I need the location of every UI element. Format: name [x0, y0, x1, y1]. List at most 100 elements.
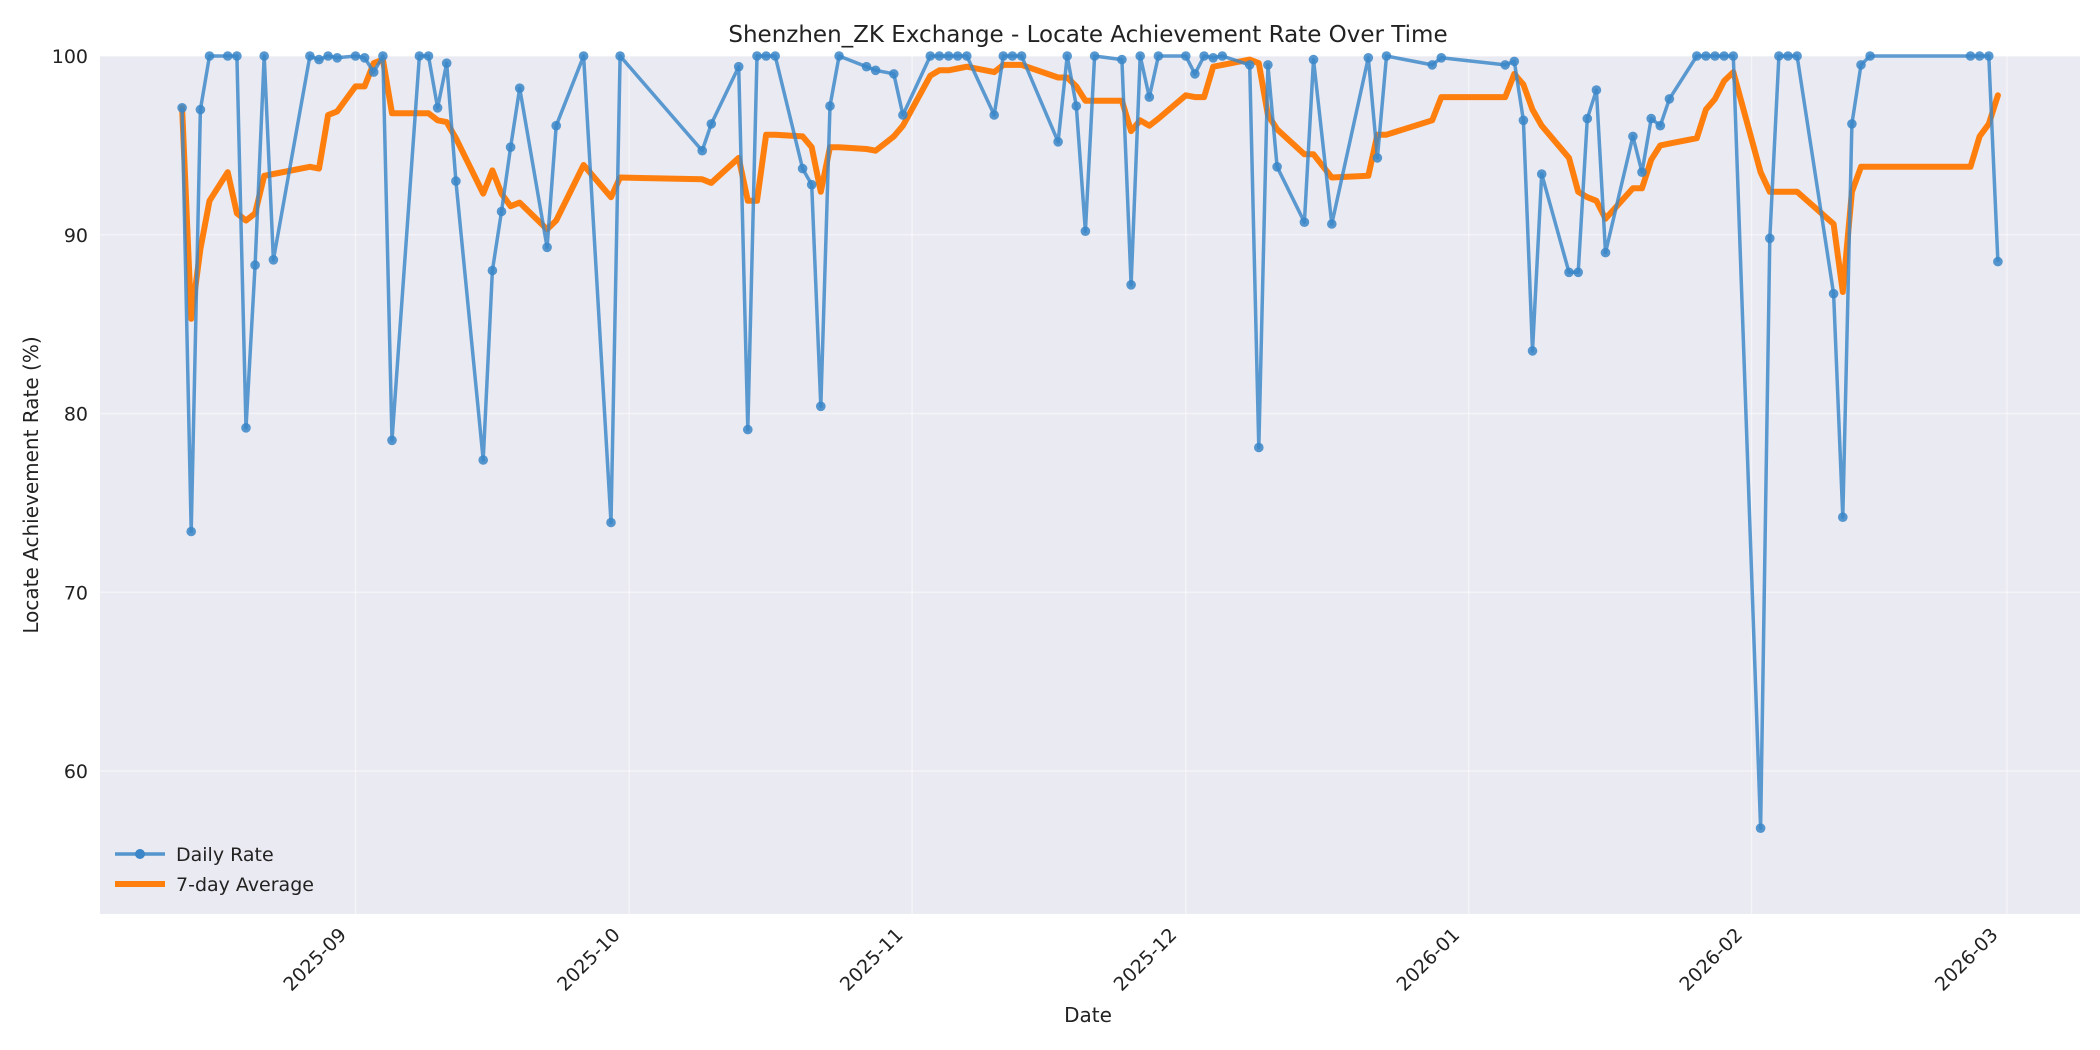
daily-rate-point	[505, 142, 516, 152]
daily-rate-point	[1646, 113, 1656, 124]
daily-rate-point	[1765, 233, 1775, 244]
daily-rate-point	[542, 242, 552, 253]
daily-rate-point	[1254, 442, 1264, 453]
daily-rate-point	[1117, 54, 1127, 65]
plot-area	[100, 56, 2080, 914]
legend-daily-marker	[135, 849, 145, 859]
daily-rate-point	[368, 67, 379, 77]
y-tick-label: 60	[64, 761, 88, 783]
daily-rate-point	[1062, 51, 1072, 61]
daily-rate-point	[1327, 219, 1337, 229]
daily-rate-point	[305, 51, 315, 61]
daily-rate-point	[478, 455, 489, 465]
daily-rate-point	[1719, 51, 1729, 61]
legend-average-label: 7-day Average	[176, 874, 314, 896]
daily-rate-point	[514, 83, 525, 93]
daily-rate-point	[925, 51, 936, 61]
daily-rate-point	[1564, 267, 1574, 278]
daily-rate-point	[1838, 512, 1848, 522]
daily-rate-point	[1080, 226, 1091, 236]
daily-rate-point	[998, 51, 1009, 61]
daily-rate-point	[1701, 51, 1711, 61]
x-tick-label: 2026-02	[1675, 924, 1747, 996]
daily-rate-point	[1774, 51, 1784, 61]
daily-rate-point	[1865, 51, 1875, 61]
daily-rate-point	[1664, 94, 1675, 104]
y-tick-label: 80	[64, 404, 88, 426]
daily-rate-point	[359, 53, 370, 63]
daily-rate-point	[177, 103, 187, 113]
daily-rate-point	[268, 254, 279, 265]
daily-rate-point	[551, 120, 561, 131]
daily-rate-point	[423, 51, 434, 61]
daily-rate-point	[1828, 288, 1839, 299]
daily-rate-point	[1536, 169, 1547, 179]
daily-rate-point	[222, 51, 233, 61]
daily-rate-point	[1381, 51, 1392, 61]
daily-rate-point	[323, 51, 333, 61]
daily-rate-point	[332, 53, 343, 63]
daily-rate-point	[1363, 53, 1374, 63]
daily-rate-point	[1856, 60, 1866, 70]
daily-rate-point	[806, 179, 817, 190]
daily-rate-point	[1181, 51, 1191, 61]
daily-rate-point	[1500, 60, 1510, 70]
daily-rate-point	[1637, 167, 1647, 177]
x-tick-label: 2025-11	[836, 924, 908, 996]
x-tick-label: 2026-01	[1393, 924, 1465, 996]
daily-rate-point	[314, 54, 324, 65]
x-tick-label: 2025-12	[1110, 924, 1182, 996]
daily-rate-point	[1509, 56, 1520, 67]
daily-rate-point	[697, 145, 707, 156]
x-axis: 2025-09 2025-10 2025-11 2025-12 2026-01 2026-…	[279, 924, 2002, 996]
daily-rate-point	[350, 51, 361, 61]
daily-rate-point	[1755, 823, 1766, 833]
daily-rate-point	[825, 101, 835, 111]
chart-title: Shenzhen_ZK Exchange - Locate Achievemen…	[728, 22, 1447, 48]
daily-rate-point	[1974, 51, 1985, 61]
daily-rate-point	[797, 163, 808, 174]
daily-rate-point	[1573, 267, 1583, 278]
daily-rate-point	[615, 51, 625, 61]
daily-rate-point	[1126, 280, 1136, 290]
daily-rate-point	[1591, 85, 1602, 95]
daily-rate-point	[441, 58, 452, 68]
daily-rate-point	[1208, 53, 1218, 63]
daily-rate-point	[259, 51, 270, 61]
daily-rate-point	[496, 206, 507, 217]
daily-rate-point	[934, 51, 945, 61]
y-tick-label: 70	[64, 582, 88, 604]
daily-rate-point	[1144, 92, 1155, 102]
daily-rate-point	[943, 51, 954, 61]
daily-rate-point	[1600, 247, 1611, 258]
daily-rate-point	[1071, 101, 1082, 111]
daily-rate-point	[752, 51, 762, 61]
daily-rate-point	[743, 424, 753, 435]
y-axis-label: Locate Achievement Rate (%)	[19, 336, 43, 633]
daily-rate-point	[1135, 51, 1145, 61]
daily-rate-point	[1190, 69, 1200, 79]
daily-rate-point	[487, 265, 498, 276]
daily-rate-point	[1984, 51, 1994, 61]
y-axis: 60 70 80 90 100	[52, 46, 88, 783]
daily-rate-point	[451, 176, 461, 186]
y-tick-label: 90	[64, 225, 88, 247]
x-tick-label: 2025-09	[279, 924, 351, 996]
daily-rate-point	[1710, 51, 1720, 61]
average-series	[179, 56, 2001, 322]
average-line	[179, 56, 2001, 322]
daily-rate-point	[989, 110, 999, 120]
daily-rate-point	[1217, 51, 1228, 61]
daily-rate-point	[870, 65, 881, 76]
daily-rate-point	[1965, 51, 1976, 61]
daily-rate-point	[898, 110, 908, 120]
legend-daily-label: Daily Rate	[176, 844, 274, 866]
daily-rate-point	[1016, 51, 1027, 61]
daily-rate-point	[834, 51, 844, 61]
daily-rate-point	[1153, 51, 1164, 61]
daily-rate-point	[1244, 60, 1255, 70]
daily-rate-point	[1527, 346, 1538, 356]
daily-rate-point	[889, 69, 899, 79]
daily-rate-point	[432, 103, 443, 113]
